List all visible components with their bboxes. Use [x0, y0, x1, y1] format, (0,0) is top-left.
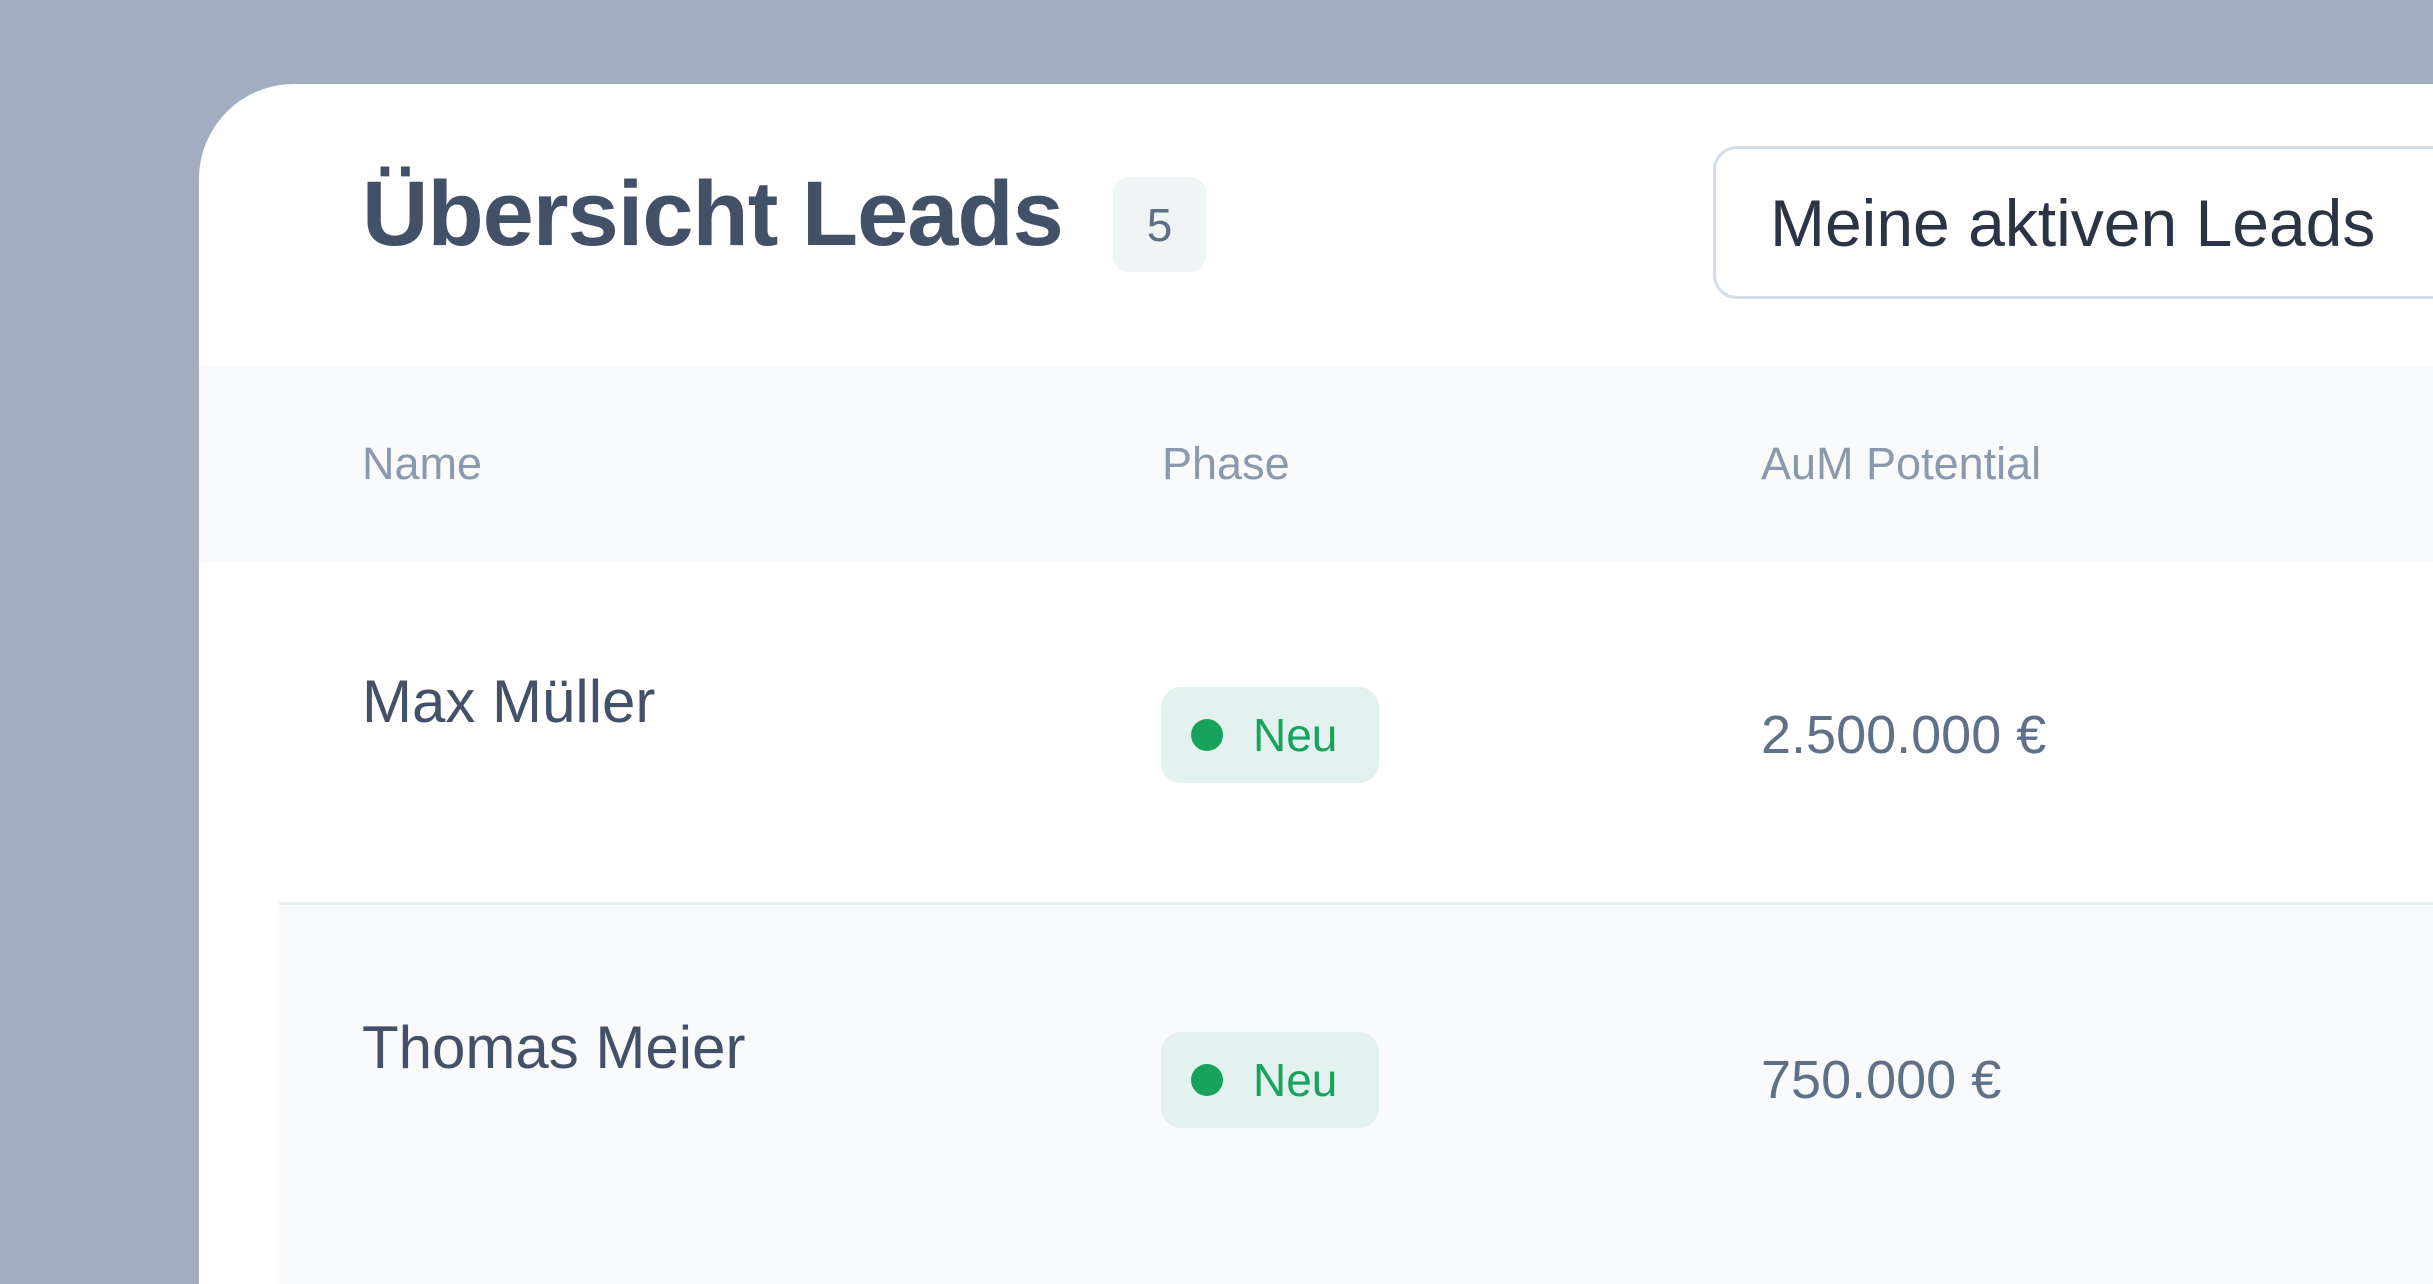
- column-header-aum[interactable]: AuM Potential: [1761, 438, 2042, 489]
- lead-name[interactable]: Max Müller: [362, 667, 656, 735]
- phase-label: Neu: [1253, 1054, 1338, 1106]
- lead-filter-dropdown[interactable]: Meine aktiven Leads: [1713, 146, 2433, 299]
- aum-value: 2.500.000 €: [1761, 705, 2047, 765]
- aum-value: 750.000 €: [1761, 1050, 2002, 1110]
- status-dot-icon: [1191, 1064, 1223, 1096]
- table-row[interactable]: Max Müller Neu 2.500.000 €: [199, 563, 2433, 902]
- row-divider: [279, 902, 2433, 905]
- column-header-name[interactable]: Name: [362, 438, 483, 489]
- column-header-phase[interactable]: Phase: [1162, 438, 1290, 489]
- phase-cell: Neu: [1161, 687, 1379, 783]
- table-header: Name Phase AuM Potential: [199, 365, 2433, 563]
- phase-badge: Neu: [1161, 1032, 1379, 1128]
- page-title: Übersicht Leads: [362, 163, 1064, 265]
- status-dot-icon: [1191, 719, 1223, 751]
- phase-label: Neu: [1253, 709, 1338, 761]
- lead-name[interactable]: Thomas Meier: [362, 1013, 746, 1081]
- lead-count-badge: 5: [1113, 177, 1206, 272]
- filter-label: Meine aktiven Leads: [1770, 185, 2376, 260]
- phase-badge: Neu: [1161, 687, 1379, 783]
- table-row[interactable]: Thomas Meier Neu 750.000 €: [279, 905, 2433, 1284]
- phase-cell: Neu: [1161, 1032, 1379, 1128]
- leads-card: Übersicht Leads 5 Meine aktiven Leads Na…: [199, 84, 2433, 1284]
